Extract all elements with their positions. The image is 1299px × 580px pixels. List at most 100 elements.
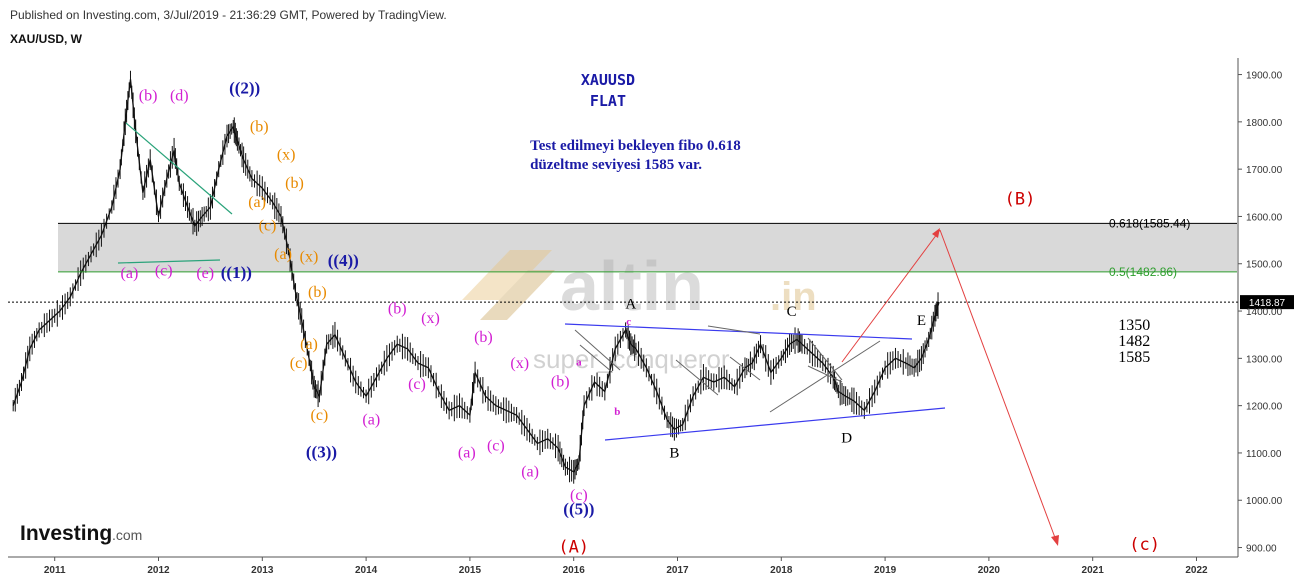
x-tick-label: 2013	[251, 565, 274, 576]
trendline-blue-bottom	[604, 407, 946, 441]
wave-annotation: ((3))	[306, 443, 337, 462]
watermark-sub: super_conqueror	[533, 344, 730, 374]
wave-annotation: (a)	[274, 246, 292, 263]
fib-level-label: 0.5(1482.86)	[1109, 265, 1177, 279]
wave-annotation: (c)	[570, 487, 588, 504]
wave-annotation: ((2))	[229, 78, 260, 97]
trendline-blue-top	[564, 323, 913, 340]
symbol-label: XAU/USD, W	[10, 32, 82, 46]
wave-annotation: (c)	[487, 438, 505, 455]
wave-annotation: (a)	[362, 412, 380, 429]
projection-down-arrowhead	[1051, 535, 1059, 546]
annotation-layer: XAUUSD FLAT Test edilmeyi bekleyen fibo 0.…	[121, 71, 1160, 557]
x-tick-label: 2017	[666, 565, 689, 576]
fib-label-layer: 0.618(1585.44) 0.5(1482.86)	[58, 216, 1237, 279]
projection-up-arrowhead	[932, 228, 940, 238]
wave-annotation: düzeltme seviyesi 1585 var.	[530, 157, 702, 173]
x-tick-label: 2012	[147, 565, 170, 576]
current-price-label: 1418.87	[1249, 298, 1286, 309]
projection-up-arrow	[841, 229, 941, 363]
wave-annotation: XAUUSD	[581, 71, 635, 89]
watermark-logo-shape-1	[462, 250, 552, 300]
y-tick-label: 1100.00	[1246, 449, 1282, 460]
trendline-gray-8	[807, 365, 843, 383]
x-tick-label: 2020	[978, 565, 1001, 576]
investing-logo: Investing .com	[20, 522, 142, 545]
x-tick-label: 2019	[874, 565, 897, 576]
trendline-green-2	[117, 259, 221, 264]
trendline-gray-7	[807, 337, 843, 381]
y-tick-label: 1300.00	[1246, 354, 1283, 365]
watermark-main: altin	[560, 247, 704, 325]
y-tick-label: 1400.00	[1246, 307, 1283, 318]
wave-annotation: D	[841, 431, 852, 447]
trendline-green-1	[125, 122, 233, 215]
y-tick-label: 1600.00	[1246, 212, 1283, 223]
wave-annotation: (b)	[551, 374, 570, 391]
wave-annotation: (a)	[300, 336, 318, 353]
wave-annotation: (c)	[1129, 535, 1160, 555]
wave-annotation: ((5))	[563, 499, 594, 518]
fib-zone-layer	[58, 223, 1237, 272]
wave-annotation: (a)	[458, 445, 476, 462]
x-tick-layer: 2011 2012 2013 2014 2015 2016 2017 2018 2019 2020…	[44, 557, 1208, 576]
wave-annotation: b	[614, 406, 620, 418]
wave-annotation: C	[787, 304, 797, 320]
watermark-suffix: .in	[770, 275, 817, 319]
x-tick-label: 2016	[563, 565, 586, 576]
wave-annotation: (x)	[277, 147, 296, 164]
wave-annotation: (x)	[300, 248, 319, 265]
published-caption: Published on Investing.com, 3/Jul/2019 -…	[10, 8, 447, 22]
wave-annotation: (d)	[170, 88, 189, 105]
wave-annotation: E	[917, 313, 926, 329]
wave-annotation: 1350	[1118, 317, 1150, 334]
wave-annotation: 1585	[1118, 349, 1150, 366]
x-tick-label: 2014	[355, 565, 378, 576]
wave-annotation: ((1))	[221, 263, 252, 282]
wave-annotation: (a)	[521, 464, 539, 481]
wave-annotation: (b)	[474, 329, 493, 346]
trendline-gray-5	[729, 356, 761, 381]
current-price-box	[1240, 295, 1294, 310]
wave-annotation: FLAT	[590, 92, 626, 110]
trendline-gray-1	[574, 329, 621, 371]
wave-annotation: (b)	[250, 118, 269, 135]
wave-annotation: (c)	[408, 376, 426, 393]
watermark: altin .in super_conqueror	[462, 247, 817, 374]
wave-annotation: (b)	[388, 300, 407, 317]
y-tick-label: 1800.00	[1246, 118, 1283, 129]
wave-annotation: A	[625, 297, 636, 313]
y-tick-label: 1200.00	[1246, 402, 1283, 413]
x-tick-label: 2022	[1185, 565, 1208, 576]
wave-annotation: 1482	[1118, 333, 1150, 350]
wave-annotation: (b)	[285, 175, 304, 192]
investing-logo-suffix: .com	[112, 527, 142, 543]
y-tick-label: 1700.00	[1246, 165, 1283, 176]
wave-annotation: (c)	[311, 407, 329, 424]
wave-annotation: (A)	[558, 537, 589, 557]
y-tick-label: 900.00	[1246, 544, 1277, 555]
price-layer	[12, 70, 940, 484]
wave-annotation: (b)	[308, 284, 327, 301]
y-tick-label: 1900.00	[1246, 71, 1283, 82]
investing-logo-text: Investing	[20, 522, 112, 545]
fib-level-label: 0.618(1585.44)	[1109, 216, 1190, 230]
wave-annotation: (b)	[139, 88, 158, 105]
wave-annotation: (c)	[259, 218, 277, 235]
wave-annotation: Test edilmeyi bekleyen fibo 0.618	[530, 138, 741, 154]
wave-annotation: c	[626, 316, 631, 328]
wave-annotation: (x)	[421, 310, 440, 327]
wave-annotation: (c)	[155, 263, 173, 280]
trendline-gray-2	[579, 344, 613, 373]
wave-annotation: (e)	[196, 265, 214, 282]
watermark-logo-shape-2	[480, 270, 555, 320]
trendline-gray-4	[707, 325, 761, 335]
trendline-gray-3	[675, 359, 719, 396]
x-tick-label: 2018	[770, 565, 793, 576]
trendline-gray-6	[769, 340, 881, 413]
wave-annotation: (x)	[510, 355, 529, 372]
wave-annotation: B	[669, 446, 679, 462]
y-tick-label: 1000.00	[1246, 496, 1283, 507]
wave-annotation: a	[576, 356, 582, 368]
x-tick-label: 2021	[1082, 565, 1105, 576]
